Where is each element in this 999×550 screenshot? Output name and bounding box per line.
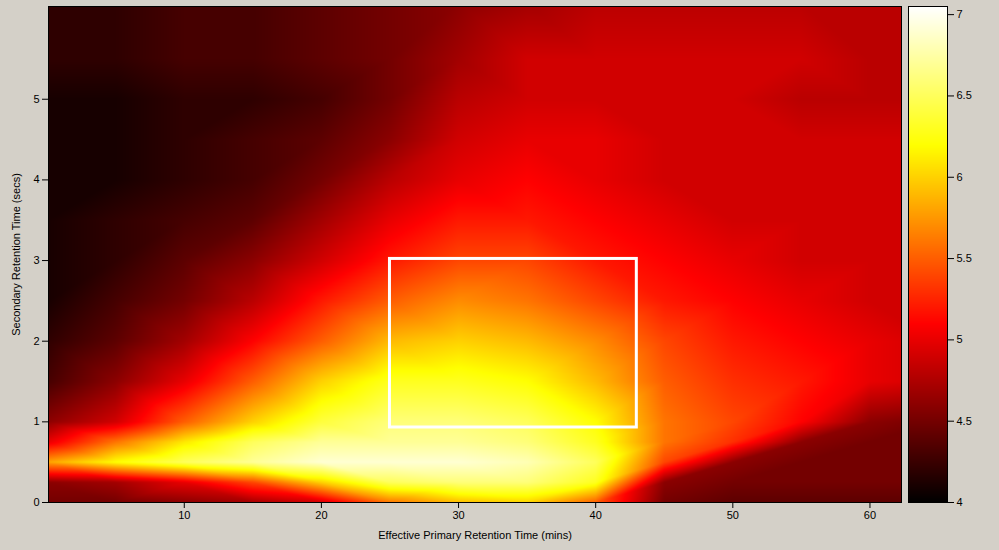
svg-text:Effective Primary Retention Ti: Effective Primary Retention Time (mins) <box>378 529 572 541</box>
svg-text:3: 3 <box>33 254 39 266</box>
svg-text:1: 1 <box>33 415 39 427</box>
svg-text:6: 6 <box>957 171 963 183</box>
svg-text:50: 50 <box>727 509 739 521</box>
svg-text:4.5: 4.5 <box>957 415 972 427</box>
svg-text:Secondary Retention Time (secs: Secondary Retention Time (secs) <box>10 173 22 336</box>
svg-text:40: 40 <box>590 509 602 521</box>
svg-text:0: 0 <box>33 496 39 508</box>
svg-text:5.5: 5.5 <box>957 252 972 264</box>
svg-text:4: 4 <box>957 496 963 508</box>
svg-text:60: 60 <box>864 509 876 521</box>
svg-text:30: 30 <box>452 509 464 521</box>
svg-text:7: 7 <box>957 8 963 20</box>
svg-text:4: 4 <box>33 173 39 185</box>
svg-text:5: 5 <box>33 93 39 105</box>
svg-text:5: 5 <box>957 333 963 345</box>
svg-text:2: 2 <box>33 335 39 347</box>
svg-text:20: 20 <box>315 509 327 521</box>
svg-text:10: 10 <box>178 509 190 521</box>
svg-text:6.5: 6.5 <box>957 89 972 101</box>
